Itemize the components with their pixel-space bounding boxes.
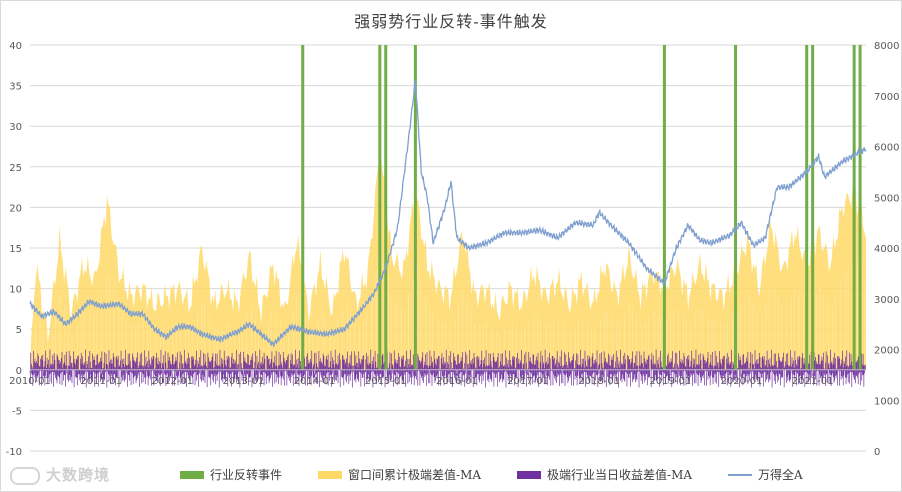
event-bar	[384, 45, 388, 370]
right-tick-label: 4000	[874, 244, 899, 255]
x-tick-label: 2018-01	[578, 376, 620, 387]
x-tick-label: 2014-01	[294, 376, 336, 387]
left-tick-label: 5	[16, 325, 22, 336]
x-tick-label: 2020-01	[721, 376, 763, 387]
right-tick-label: 3000	[874, 295, 899, 306]
legend-item-events: 行业反转事件	[180, 466, 282, 483]
legend-item-area: 窗口间累计极端差值-MA	[318, 466, 481, 483]
left-tick-label: 35	[9, 82, 22, 93]
x-tick-label: 2015-01	[365, 376, 407, 387]
legend-swatch-line	[728, 473, 753, 476]
x-tick-label: 2011-01	[80, 376, 122, 387]
right-tick-label: 7000	[874, 92, 899, 103]
x-tick-label: 2013-01	[223, 376, 265, 387]
right-tick-label: 8000	[874, 41, 899, 52]
axes: -10 -5 0 5 10 15 20 25 30 35 40 0 1000 2000 3000 4000 50…	[6, 41, 900, 458]
logo-icon	[10, 466, 40, 485]
left-tick-label: 30	[9, 122, 22, 133]
event-series	[301, 45, 862, 370]
legend-swatch-purple	[517, 470, 542, 479]
x-tick-label: 2010-01	[9, 376, 51, 387]
right-tick-label: 5000	[874, 193, 899, 204]
legend-label: 万得全A	[758, 468, 803, 482]
chart-title: 强弱势行业反转-事件触发	[354, 12, 548, 31]
gridlines	[30, 44, 866, 452]
x-tick-label: 2019-01	[649, 376, 691, 387]
legend-swatch-yellow	[318, 470, 343, 479]
watermark-logo: 大数跨境	[10, 464, 110, 485]
left-tick-label: 15	[9, 244, 22, 255]
x-tick-label: 2016-01	[436, 376, 478, 387]
event-bar	[852, 45, 856, 370]
legend: 行业反转事件 窗口间累计极端差值-MA 极端行业当日收益差值-MA 万得全A	[180, 466, 839, 483]
event-bar	[811, 45, 815, 370]
event-bar	[858, 45, 862, 370]
legend-swatch-green	[180, 470, 204, 479]
legend-item-spikes: 极端行业当日收益差值-MA	[517, 466, 692, 483]
left-tick-label: 20	[9, 203, 22, 214]
legend-label: 行业反转事件	[210, 468, 283, 482]
event-bar	[413, 45, 417, 370]
area-fill	[30, 159, 866, 370]
event-bar	[301, 45, 305, 370]
event-bar	[662, 45, 666, 370]
event-bar	[734, 45, 738, 370]
right-tick-label: 6000	[874, 143, 899, 154]
right-tick-label: 1000	[874, 396, 899, 407]
left-tick-label: 25	[9, 163, 22, 174]
legend-item-line: 万得全A	[728, 466, 803, 483]
event-bar	[378, 45, 382, 370]
line-path	[29, 79, 867, 347]
left-tick-label: 0	[16, 366, 22, 377]
left-tick-label: -5	[12, 406, 22, 417]
right-tick-label: 2000	[874, 346, 899, 357]
x-tick-label: 2017-01	[507, 376, 549, 387]
spike-series	[30, 349, 866, 388]
line-series	[29, 79, 867, 347]
right-tick-label: 0	[874, 447, 880, 458]
left-tick-label: -10	[6, 447, 22, 458]
x-tick-label: 2021-01	[792, 376, 834, 387]
left-tick-label: 40	[9, 41, 22, 52]
x-tick-label: 2012-01	[151, 376, 193, 387]
legend-label: 极端行业当日收益差值-MA	[547, 468, 693, 482]
left-tick-label: 10	[9, 285, 22, 296]
legend-label: 窗口间累计极端差值-MA	[348, 468, 482, 482]
event-bar	[805, 45, 809, 370]
